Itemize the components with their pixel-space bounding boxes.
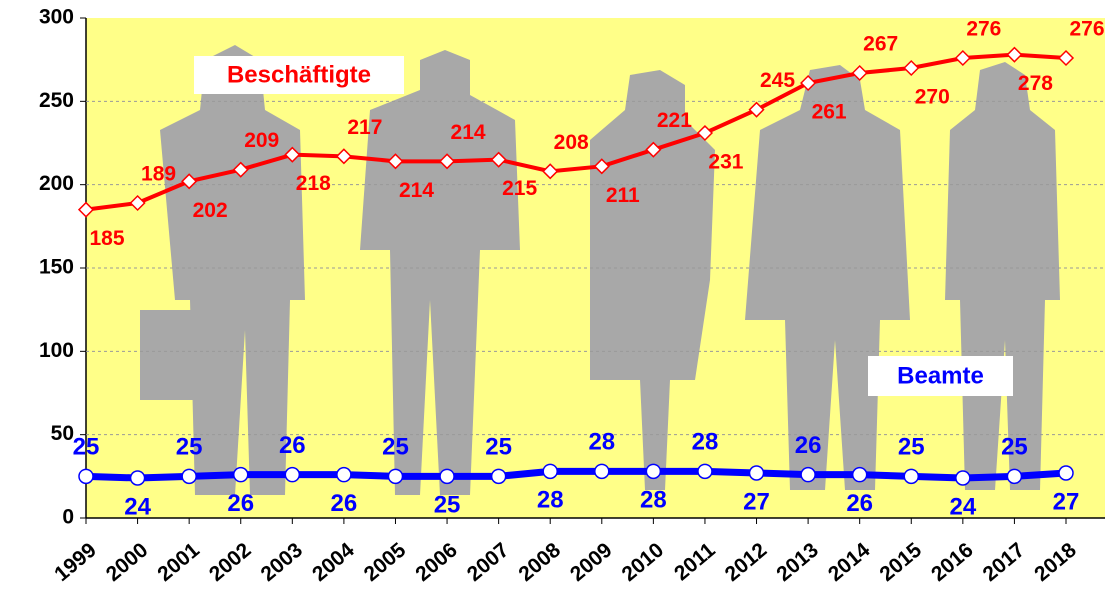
x-tick-label: 2018 bbox=[1030, 538, 1081, 586]
marker bbox=[595, 464, 609, 478]
data-label: 189 bbox=[141, 163, 176, 186]
marker bbox=[543, 464, 557, 478]
data-label: 278 bbox=[1018, 72, 1053, 95]
data-label: 214 bbox=[399, 179, 434, 202]
x-tick-label: 2015 bbox=[875, 538, 926, 586]
x-tick-label: 2017 bbox=[979, 538, 1030, 586]
data-label: 185 bbox=[89, 227, 124, 250]
data-label: 231 bbox=[708, 151, 743, 174]
legend-label: Beamte bbox=[897, 362, 984, 389]
x-tick-label: 2009 bbox=[566, 538, 617, 586]
marker bbox=[853, 468, 867, 482]
marker bbox=[646, 464, 660, 478]
data-label: 28 bbox=[692, 429, 719, 456]
data-label: 209 bbox=[244, 129, 279, 152]
marker bbox=[1059, 466, 1073, 480]
data-label: 218 bbox=[296, 172, 331, 195]
data-label: 28 bbox=[537, 487, 564, 514]
chart: 185 189 202 209 218 217 214 214 215 208 211 221 231 2… bbox=[0, 0, 1108, 603]
x-tick-label: 2008 bbox=[514, 538, 565, 586]
data-label: 261 bbox=[812, 101, 847, 124]
y-tick-label: 50 bbox=[51, 422, 74, 445]
data-label: 28 bbox=[588, 429, 615, 456]
data-label: 267 bbox=[863, 33, 898, 56]
data-label: 214 bbox=[451, 121, 486, 144]
x-tick-label: 2011 bbox=[670, 538, 720, 585]
marker bbox=[388, 469, 402, 483]
data-label: 215 bbox=[502, 177, 537, 200]
data-label: 202 bbox=[193, 199, 228, 222]
data-label: 26 bbox=[279, 432, 306, 459]
x-tick-label: 2003 bbox=[257, 538, 308, 586]
x-tick-label: 2004 bbox=[308, 538, 359, 586]
data-label: 217 bbox=[347, 116, 382, 139]
x-tick-label: 2000 bbox=[102, 538, 153, 586]
marker bbox=[337, 468, 351, 482]
marker bbox=[750, 466, 764, 480]
marker bbox=[79, 469, 93, 483]
x-tick-label: 2013 bbox=[772, 538, 823, 586]
data-label: 25 bbox=[485, 434, 512, 461]
data-label: 24 bbox=[949, 493, 976, 520]
x-tick-label: 2007 bbox=[463, 538, 514, 586]
marker bbox=[234, 468, 248, 482]
legend-label: Beschäftigte bbox=[227, 61, 371, 88]
x-tick-label: 2016 bbox=[927, 538, 978, 586]
data-label: 276 bbox=[966, 18, 1001, 41]
marker bbox=[182, 469, 196, 483]
x-tick-label: 2001 bbox=[153, 538, 204, 586]
marker bbox=[956, 471, 970, 485]
data-label: 211 bbox=[606, 184, 640, 207]
data-label: 26 bbox=[846, 490, 873, 517]
x-tick-label: 2014 bbox=[824, 538, 875, 586]
data-label: 221 bbox=[657, 109, 692, 132]
data-label: 26 bbox=[227, 490, 254, 517]
marker bbox=[904, 469, 918, 483]
data-label: 25 bbox=[898, 434, 925, 461]
data-label: 208 bbox=[554, 131, 589, 154]
x-tick-label: 2010 bbox=[618, 538, 669, 586]
data-label: 26 bbox=[795, 432, 822, 459]
y-tick-label: 300 bbox=[39, 6, 74, 29]
data-label: 25 bbox=[1001, 434, 1028, 461]
marker bbox=[1007, 469, 1021, 483]
data-label: 25 bbox=[176, 434, 203, 461]
data-label: 27 bbox=[743, 488, 770, 515]
data-label: 25 bbox=[434, 492, 461, 519]
data-label: 24 bbox=[124, 493, 151, 520]
y-tick-label: 250 bbox=[39, 89, 74, 112]
y-tick-label: 200 bbox=[39, 172, 74, 195]
x-tick-label: 2012 bbox=[721, 538, 772, 586]
data-label: 270 bbox=[915, 86, 950, 109]
data-label: 28 bbox=[640, 487, 667, 514]
data-label: 276 bbox=[1069, 18, 1104, 41]
marker bbox=[492, 469, 506, 483]
marker bbox=[285, 468, 299, 482]
marker bbox=[698, 464, 712, 478]
marker bbox=[131, 471, 145, 485]
data-label: 25 bbox=[382, 434, 409, 461]
data-label: 245 bbox=[760, 69, 795, 92]
data-label: 27 bbox=[1053, 488, 1080, 515]
marker bbox=[440, 469, 454, 483]
x-tick-label: 2006 bbox=[411, 538, 462, 586]
y-tick-label: 150 bbox=[39, 256, 74, 279]
data-label: 26 bbox=[331, 490, 358, 517]
marker bbox=[801, 468, 815, 482]
x-tick-label: 2005 bbox=[360, 538, 411, 586]
y-tick-label: 0 bbox=[62, 506, 74, 529]
data-label: 25 bbox=[73, 434, 100, 461]
x-tick-label: 1999 bbox=[50, 538, 101, 586]
y-tick-label: 100 bbox=[39, 339, 74, 362]
x-tick-label: 2002 bbox=[205, 538, 256, 586]
